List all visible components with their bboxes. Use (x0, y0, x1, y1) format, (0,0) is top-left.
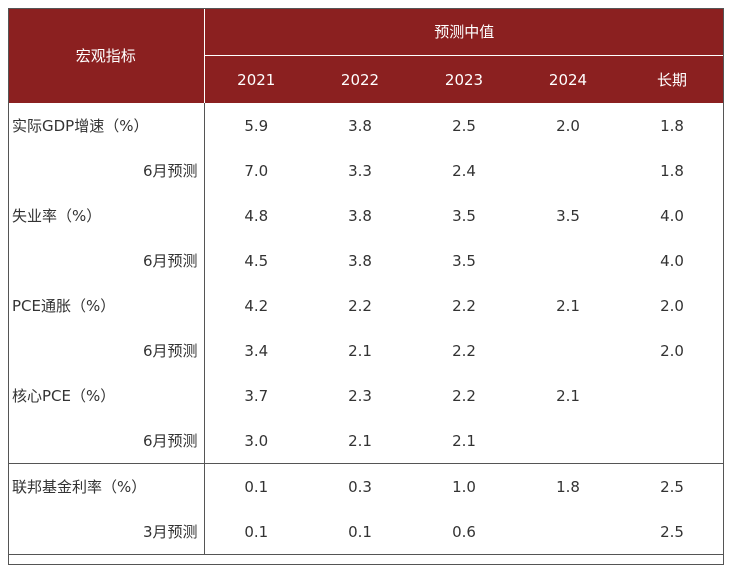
row-label: 6月预测 (8, 148, 205, 193)
value-cell: 2.5 (620, 509, 725, 555)
row-label: 6月预测 (8, 418, 205, 464)
value-cell: 2.5 (620, 463, 725, 509)
row-label: 3月预测 (8, 509, 205, 555)
value-cell: 1.8 (660, 161, 684, 180)
value-cell: 0.3 (308, 463, 412, 509)
table-row: 失业率（%） 4.8 3.8 3.5 3.5 4.0 (8, 193, 724, 238)
value-cell: 1.0 (412, 463, 516, 509)
value-cell: 4.8 (244, 206, 269, 225)
value-cell: 3.8 (348, 116, 372, 135)
value-cell: 2.1 (556, 386, 580, 405)
value-cell: 2.0 (556, 116, 580, 135)
forecast-table: 宏观指标 预测中值 2021 2022 2023 2024 长期 实际GDP增速… (8, 8, 725, 555)
value-cell: 3.4 (244, 341, 269, 360)
year-header: 2024 (516, 55, 620, 103)
value-cell: 2.0 (660, 341, 684, 360)
value-cell: 2.2 (452, 296, 476, 315)
row-label: 核心PCE（%） (8, 373, 205, 418)
value-cell: 3.5 (452, 206, 476, 225)
value-cell: 0.1 (204, 463, 308, 509)
forecast-median-header: 预测中值 (204, 8, 725, 56)
value-cell: 2.2 (452, 341, 476, 360)
value-cell: 0.1 (308, 509, 412, 555)
row-label: PCE通胀（%） (8, 283, 205, 328)
value-cell: 2.5 (452, 116, 476, 135)
table-row: 6月预测 3.4 2.1 2.2 2.0 (8, 328, 724, 373)
value-cell (516, 509, 620, 555)
indicator-header: 宏观指标 (8, 8, 205, 103)
value-cell (516, 418, 620, 464)
table-row: 3月预测 0.1 0.1 0.6 2.5 (8, 509, 725, 555)
value-cell: 2.1 (556, 296, 580, 315)
table-row: 6月预测 7.0 3.3 2.4 1.8 (8, 148, 724, 193)
value-cell (620, 418, 724, 464)
value-cell: 5.9 (244, 116, 269, 135)
value-cell (620, 373, 724, 418)
value-cell: 4.0 (660, 206, 684, 225)
row-label: 6月预测 (8, 328, 205, 373)
table-row: 6月预测 3.0 2.1 2.1 (8, 418, 724, 464)
value-cell: 4.2 (244, 296, 269, 315)
value-cell: 3.3 (348, 161, 372, 180)
value-cell: 7.0 (244, 161, 269, 180)
forecast-table-container: 宏观指标 预测中值 2021 2022 2023 2024 长期 实际GDP增速… (8, 8, 725, 565)
year-header: 2021 (204, 55, 308, 103)
value-cell: 2.2 (348, 296, 372, 315)
long-term-header: 长期 (620, 55, 725, 103)
value-cell: 1.8 (660, 116, 684, 135)
row-label: 联邦基金利率（%） (8, 463, 205, 509)
value-cell (516, 328, 620, 373)
table-row: 核心PCE（%） 3.7 2.3 2.2 2.1 (8, 373, 724, 418)
value-cell: 0.1 (204, 509, 308, 555)
row-label: 6月预测 (8, 238, 205, 283)
value-cell: 2.1 (452, 431, 476, 450)
value-cell: 1.8 (516, 463, 620, 509)
table-row: 6月预测 4.5 3.8 3.5 4.0 (8, 238, 724, 283)
value-cell: 3.5 (556, 206, 580, 225)
value-cell: 3.8 (348, 251, 372, 270)
value-cell (516, 238, 620, 283)
value-cell: 2.0 (660, 296, 684, 315)
value-cell: 2.2 (452, 386, 476, 405)
value-cell: 3.8 (348, 206, 372, 225)
table-row: PCE通胀（%） 4.2 2.2 2.2 2.1 2.0 (8, 283, 724, 328)
value-cell: 2.3 (348, 386, 372, 405)
year-header: 2023 (412, 55, 516, 103)
row-label: 失业率（%） (8, 193, 205, 238)
value-cell: 3.0 (244, 431, 269, 450)
value-cell: 4.0 (660, 251, 684, 270)
value-cell (516, 148, 620, 193)
value-cell: 2.1 (348, 341, 372, 360)
row-label: 实际GDP增速（%） (8, 103, 205, 148)
value-cell: 2.1 (348, 431, 372, 450)
value-cell: 2.4 (452, 161, 476, 180)
value-cell: 4.5 (244, 251, 269, 270)
value-cell: 3.7 (244, 386, 269, 405)
value-cell: 3.5 (452, 251, 476, 270)
table-row: 联邦基金利率（%） 0.1 0.3 1.0 1.8 2.5 (8, 463, 725, 509)
table-row: 实际GDP增速（%） 5.9 3.8 2.5 2.0 1.8 (8, 103, 724, 148)
year-header: 2022 (308, 55, 412, 103)
value-cell: 0.6 (412, 509, 516, 555)
